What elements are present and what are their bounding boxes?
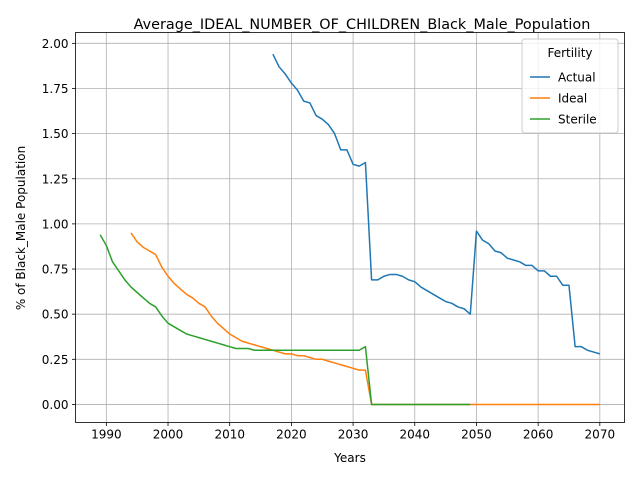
y-tick-label: 1.25 <box>42 172 69 186</box>
chart-title: Average_IDEAL_NUMBER_OF_CHILDREN_Black_M… <box>134 17 591 33</box>
y-tick-label: 0.25 <box>42 353 69 367</box>
legend-label-sterile: Sterile <box>558 113 597 127</box>
y-tick-label: 1.75 <box>42 82 69 96</box>
y-tick-label: 0.00 <box>42 398 69 412</box>
series-line-actual <box>272 53 601 355</box>
x-tick-label: 2000 <box>153 428 184 442</box>
y-tick-label: 0.50 <box>42 308 69 322</box>
x-tick-label: 2070 <box>585 428 616 442</box>
y-axis: 0.00 0.25 0.50 0.75 1.00 1.25 1.50 1.75 2.00 <box>42 37 76 412</box>
plot-frame <box>75 32 625 423</box>
y-tick-label: 1.50 <box>42 127 69 141</box>
x-tick-label: 2010 <box>214 428 245 442</box>
y-tick-label: 2.00 <box>42 37 69 51</box>
series-line-sterile <box>99 234 471 406</box>
x-tick-label: 2020 <box>276 428 307 442</box>
x-tick-label: 2040 <box>399 428 430 442</box>
y-tick-label: 1.00 <box>42 217 69 231</box>
grid <box>75 32 625 423</box>
legend-label-actual: Actual <box>558 71 596 85</box>
x-tick-label: 2060 <box>523 428 554 442</box>
x-tick-label: 2030 <box>338 428 369 442</box>
series-lines <box>99 53 601 406</box>
x-tick-label: 2050 <box>461 428 492 442</box>
y-axis-label: % of Black_Male Population <box>14 146 28 310</box>
legend-title: Fertility <box>547 46 592 60</box>
series-line-ideal <box>130 232 600 406</box>
x-axis-label: Years <box>333 451 366 465</box>
y-tick-label: 0.75 <box>42 263 69 277</box>
legend-label-ideal: Ideal <box>558 92 587 106</box>
legend-box <box>521 38 619 134</box>
x-tick-label: 1990 <box>91 428 122 442</box>
x-axis: 1990 2000 2010 2020 2030 2040 2050 2060 2070 <box>91 422 616 442</box>
legend: Fertility Actual Ideal Sterile <box>521 38 619 134</box>
